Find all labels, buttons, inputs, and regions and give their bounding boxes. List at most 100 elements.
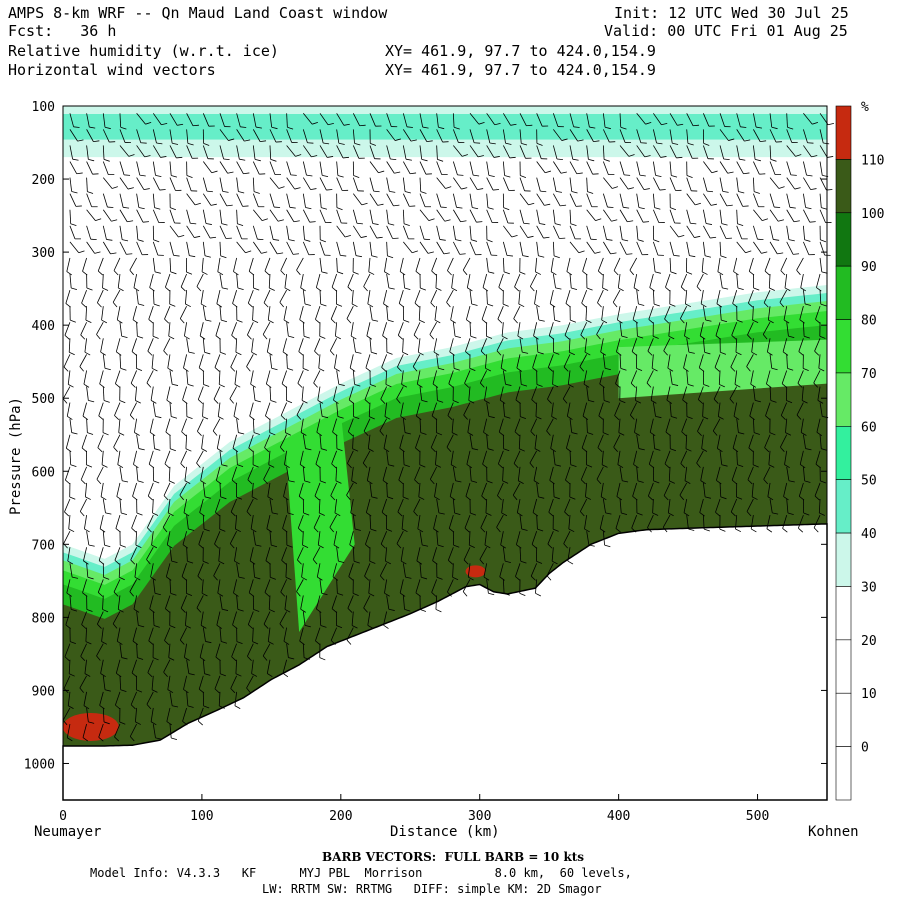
wind-barb-flag xyxy=(370,142,377,146)
wind-barb-flag xyxy=(184,335,190,340)
wind-barb-flag xyxy=(270,400,277,403)
wind-barb xyxy=(683,354,688,369)
wind-barb-flag xyxy=(689,255,696,258)
wind-barb-flag xyxy=(462,591,468,597)
wind-barb-flag xyxy=(233,415,240,420)
wind-barb xyxy=(168,643,171,658)
wind-barb-flag xyxy=(605,512,612,515)
wind-barb-flag xyxy=(821,448,828,451)
wind-barb-flag xyxy=(213,575,218,581)
wind-barb-flag xyxy=(728,138,735,141)
wind-barb-flag xyxy=(650,400,657,404)
wind-barb xyxy=(281,547,288,561)
wind-barb xyxy=(302,161,307,176)
wind-barb-flag xyxy=(785,432,792,436)
wind-barb xyxy=(286,113,288,128)
wind-barb-flag xyxy=(536,384,543,387)
wind-barb-flag xyxy=(513,318,518,324)
wind-barb xyxy=(167,675,171,690)
wind-barb xyxy=(69,563,73,578)
wind-barb-flag xyxy=(282,351,289,356)
wind-barb-flag xyxy=(266,528,273,533)
wind-barb xyxy=(163,659,171,673)
wind-barb-flag xyxy=(120,126,127,130)
wind-barb xyxy=(719,482,722,497)
wind-barb-flag xyxy=(71,609,78,612)
wind-barb-flag xyxy=(102,432,109,436)
wind-barb-flag xyxy=(261,251,268,254)
wind-barb xyxy=(452,322,456,337)
wind-barb xyxy=(764,257,771,272)
wind-barb xyxy=(169,691,173,706)
wind-barb-flag xyxy=(768,464,775,468)
wind-barb xyxy=(685,434,688,449)
wind-barb xyxy=(65,434,71,449)
wind-barb xyxy=(199,643,204,658)
wind-barb-flag xyxy=(398,479,404,485)
x-tick-label: 400 xyxy=(607,809,630,824)
wind-barb xyxy=(81,611,87,625)
wind-barb xyxy=(469,225,472,240)
wind-barb xyxy=(180,595,187,609)
wind-barb xyxy=(736,418,739,433)
wind-barb xyxy=(416,547,421,561)
wind-barb-flag xyxy=(134,432,140,436)
wind-barb-flag xyxy=(415,447,421,453)
wind-barb xyxy=(429,466,438,480)
wind-barb-flag xyxy=(82,737,89,742)
wind-barb xyxy=(380,386,388,400)
wind-barb-flag xyxy=(727,171,734,174)
terrain xyxy=(62,523,828,801)
wind-barb xyxy=(315,627,321,641)
wind-barb xyxy=(331,273,338,288)
wind-barb xyxy=(268,274,271,289)
wind-barb-flag xyxy=(133,464,139,469)
wind-barb-flag xyxy=(778,186,785,189)
wind-barb-flag xyxy=(264,270,270,276)
wind-barb-flag xyxy=(694,235,701,238)
wind-barb-flag xyxy=(570,223,577,226)
wind-barb-flag xyxy=(480,382,485,388)
wind-barb-flag xyxy=(630,414,635,420)
wind-barb-flag xyxy=(66,271,72,276)
wind-barb-flag xyxy=(371,255,378,258)
wind-barb-flag xyxy=(818,367,825,372)
wind-barb-flag xyxy=(447,591,452,597)
wind-barb-flag xyxy=(627,220,634,223)
wind-barb-flag xyxy=(103,576,110,580)
wind-barb xyxy=(796,257,804,271)
wind-barb-flag xyxy=(814,350,820,356)
wind-barb xyxy=(248,257,254,272)
wind-barb xyxy=(600,482,604,497)
wind-barb xyxy=(669,177,676,191)
wind-barb-flag xyxy=(656,142,663,145)
wind-barb xyxy=(129,402,137,416)
wind-barb xyxy=(753,161,760,175)
wind-barb-flag xyxy=(452,576,459,581)
wind-barb xyxy=(413,322,421,336)
wind-barb-flag xyxy=(298,527,304,533)
wind-barb-flag xyxy=(476,221,483,223)
wind-barb xyxy=(431,402,438,416)
wind-barb-flag xyxy=(134,576,141,581)
wind-barb-flag xyxy=(71,191,78,194)
wind-barb xyxy=(731,466,738,481)
wind-barb xyxy=(386,177,390,192)
wind-barb-flag xyxy=(466,464,473,469)
wind-barb xyxy=(379,418,388,432)
wind-barb-flag xyxy=(488,416,495,419)
wind-barb-flag xyxy=(398,335,404,340)
wind-barb-flag xyxy=(634,432,640,436)
wind-barb xyxy=(764,434,771,448)
wind-barb xyxy=(96,643,104,657)
wind-barb-flag xyxy=(729,398,735,404)
wind-barb xyxy=(483,563,488,578)
wind-barb xyxy=(64,322,71,336)
wind-barb-flag xyxy=(519,593,526,597)
wind-barb-flag xyxy=(702,416,709,420)
wind-barb xyxy=(782,514,788,529)
wind-barb-flag xyxy=(272,512,279,515)
wind-barb xyxy=(567,547,571,562)
wind-barb xyxy=(546,563,554,576)
